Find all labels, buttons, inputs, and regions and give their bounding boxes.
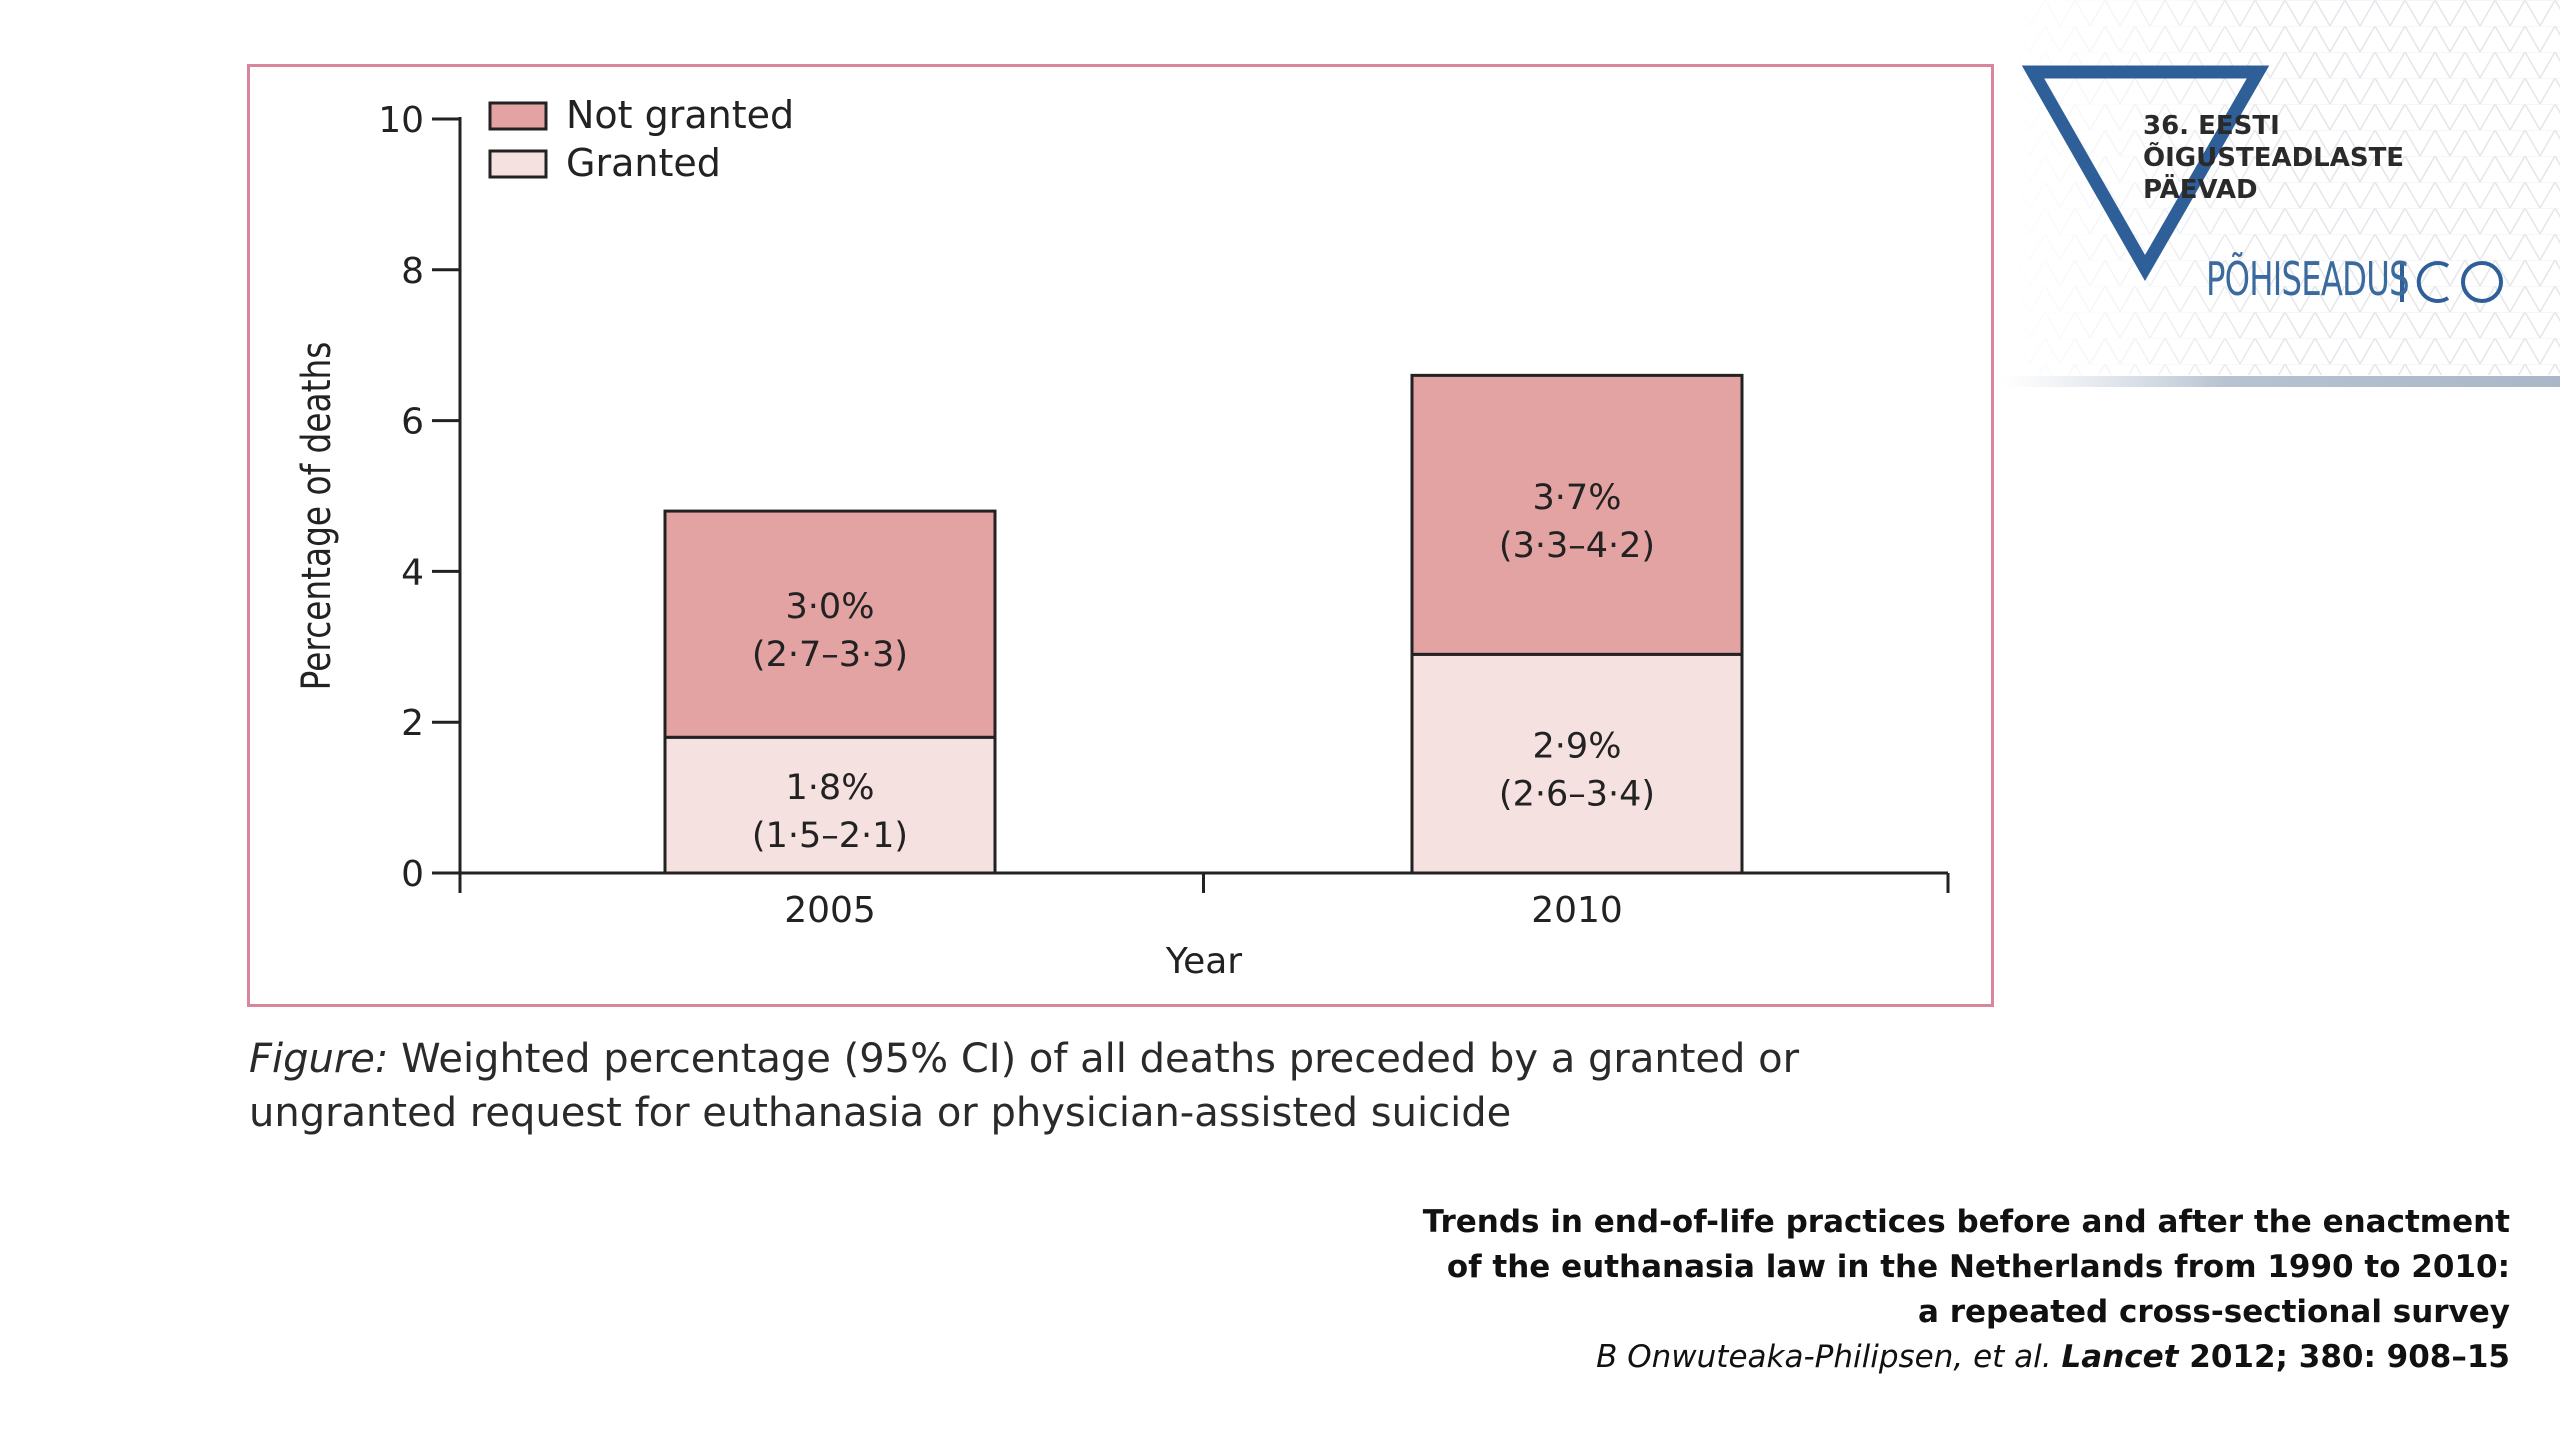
logo-line-1: 36. EESTI [2143, 111, 2280, 141]
logo-line-2: ÕIGUSTEADLASTE [2143, 143, 2405, 173]
y-tick-label: 10 [378, 100, 424, 141]
y-tick-label: 0 [401, 854, 424, 895]
logo-graphic [2000, 0, 2560, 387]
x-tick-label: 2005 [784, 890, 876, 931]
conference-logo: 36. EESTI ÕIGUSTEADLASTE PÄEVAD PÕHISEAD… [2000, 0, 2560, 400]
x-tick-label: 2010 [1531, 890, 1623, 931]
y-tick-label: 2 [401, 703, 424, 744]
citation-title-line-1: Trends in end-of-life practices before a… [1422, 1204, 2510, 1240]
bar-granted-2010 [1410, 652, 1744, 875]
caption-text: Weighted percentage (95% CI) of all deat… [249, 1036, 1800, 1136]
bar-granted-2005 [663, 735, 997, 875]
bar-not-granted-2010 [1410, 373, 1744, 656]
bar-not-granted-2005 [663, 509, 997, 739]
legend-label: Granted [566, 141, 721, 185]
legend-label: Not granted [566, 93, 794, 137]
data-label: 3·7% [1533, 478, 1622, 518]
data-label-ci: (1·5–2·1) [752, 816, 908, 856]
y-tick-label: 4 [401, 552, 424, 593]
y-tick-label: 6 [401, 402, 424, 443]
logo-brand: PÕHISEADUS [2206, 252, 2410, 306]
legend-swatch-granted [488, 149, 548, 179]
logo-title: 36. EESTI ÕIGUSTEADLASTE PÄEVAD [2143, 110, 2404, 206]
logo-divider-bar [2000, 376, 2560, 387]
data-label: 3·0% [786, 587, 875, 627]
figure-caption: Figure: Weighted percentage (95% CI) of … [249, 1032, 2009, 1140]
triangle-icon [2021, 65, 2270, 282]
data-label: 1·8% [786, 768, 875, 808]
x-axis-label: Year [1165, 941, 1242, 982]
stacked-bar-chart: 0 2 4 6 8 10 Percentage of deaths Year 1·8% (1·5–… [293, 93, 1950, 982]
citation-title-line-2: of the euthanasia law in the Netherlands… [1446, 1249, 2510, 1285]
citation-journal: Lancet [2061, 1339, 2179, 1375]
data-label-ci: (2·7–3·3) [752, 635, 908, 675]
citation-volume: 2012; 380: 908–15 [2178, 1339, 2510, 1375]
citation-title-line-3: a repeated cross-sectional survey [1918, 1294, 2510, 1330]
citation-reference: B Onwuteaka-Philipsen, et al. Lancet 201… [1410, 1335, 2510, 1380]
chart-frame: 0 2 4 6 8 10 Percentage of deaths Year 1·8% (1·5–… [247, 64, 1994, 1007]
legend-swatch-not-granted [488, 101, 548, 131]
y-axis-label: Percentage of deaths [293, 342, 340, 691]
data-label: 2·9% [1533, 727, 1622, 767]
caption-lead: Figure: [249, 1036, 389, 1082]
citation-authors: B Onwuteaka-Philipsen, et al. [1596, 1339, 2062, 1375]
data-label-ci: (3·3–4·2) [1499, 526, 1655, 566]
logo-line-3: PÄEVAD [2143, 175, 2258, 205]
y-tick-label: 8 [401, 251, 424, 292]
hundred-icon [2400, 261, 2503, 303]
citation: Trends in end-of-life practices before a… [1410, 1200, 2510, 1380]
data-label-ci: (2·6–3·4) [1499, 775, 1655, 815]
